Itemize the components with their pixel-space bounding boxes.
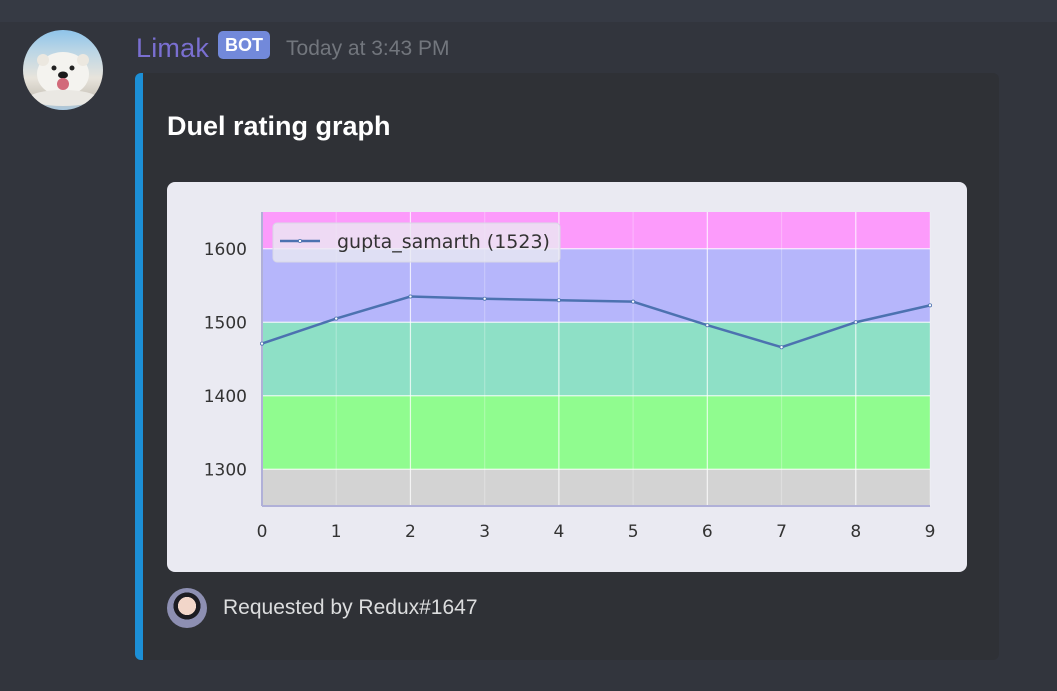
data-point [260,341,265,346]
embed-accent-bar [135,73,143,660]
embed: Duel rating graph 1300 1400 1500 1600 0 1 2 3 4 5… [135,73,999,660]
rating-series-line [261,295,931,349]
x-tick-label: 2 [405,522,416,542]
y-tick-label: 1300 [204,460,247,480]
y-tick-label: 1500 [204,313,247,333]
x-tick-label: 5 [628,522,639,542]
data-point [556,298,561,303]
embed-title: Duel rating graph [167,111,391,141]
bot-badge: BOT [218,31,271,59]
data-point [408,294,413,299]
data-point [482,296,487,301]
embed-footer: Requested by Redux#1647 [167,588,478,628]
data-point [853,320,858,325]
x-tick-label: 3 [479,522,490,542]
x-tick-label: 1 [331,522,342,542]
rating-band [262,469,930,506]
legend-label: gupta_samarth (1523) [337,231,550,253]
data-point [334,316,339,321]
y-tick-label: 1600 [204,240,247,260]
footer-text: Requested by Redux#1647 [223,596,478,619]
data-point [631,299,636,304]
top-strip [0,0,1057,22]
rating-line-chart: 1300 1400 1500 1600 0 1 2 3 4 5 6 7 8 9 gupta_samarth … [204,212,936,542]
y-tick-label: 1400 [204,387,247,407]
author-avatar[interactable] [23,30,103,110]
data-point [779,345,784,350]
rating-band [262,395,930,470]
x-tick-label: 6 [702,522,713,542]
x-tick-label: 8 [850,522,861,542]
x-tick-label: 4 [553,522,564,542]
x-tick-label: 7 [776,522,787,542]
message-header: Limak BOT Today at 3:43 PM [136,28,449,68]
rating-band [262,322,930,396]
polar-bear-icon [29,52,97,106]
embed-image-rating-chart[interactable]: 1300 1400 1500 1600 0 1 2 3 4 5 6 7 8 9 gupta_samarth … [167,182,967,572]
chart-legend: gupta_samarth (1523) [272,222,561,263]
x-tick-label: 0 [257,522,268,542]
x-tick-label: 9 [925,522,936,542]
author-name[interactable]: Limak [136,32,210,63]
data-point [928,303,933,308]
message-timestamp: Today at 3:43 PM [286,37,450,60]
data-point [705,323,710,328]
user-avatar-icon [167,588,207,628]
